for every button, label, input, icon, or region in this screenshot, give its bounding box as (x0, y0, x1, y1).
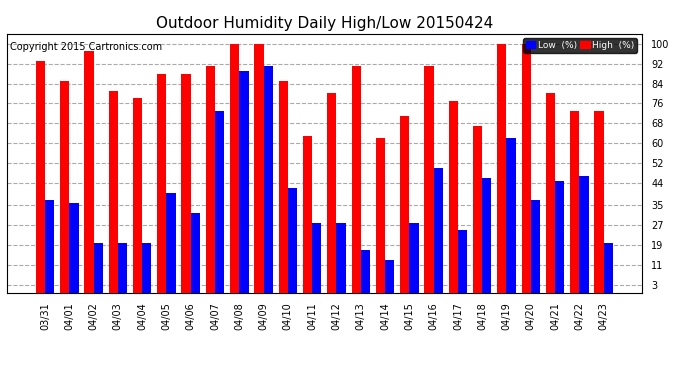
Bar (506, 138, 515, 292)
Bar (361, 250, 370, 292)
Bar (424, 66, 433, 292)
Bar (570, 111, 580, 292)
Bar (497, 44, 506, 292)
Bar (255, 44, 264, 292)
Bar (157, 74, 166, 292)
Bar (108, 91, 118, 292)
Bar (351, 66, 361, 292)
Bar (458, 230, 467, 292)
Bar (482, 178, 491, 292)
Bar (215, 111, 224, 292)
Bar (555, 180, 564, 292)
Bar (133, 99, 142, 292)
Bar (288, 188, 297, 292)
Bar (206, 66, 215, 292)
Bar (327, 93, 337, 292)
Bar (94, 243, 103, 292)
Bar (312, 223, 322, 292)
Bar (531, 201, 540, 292)
Bar (522, 44, 531, 292)
Legend: Low  (%), High  (%): Low (%), High (%) (523, 38, 637, 53)
Bar (580, 176, 589, 292)
Text: Copyright 2015 Cartronics.com: Copyright 2015 Cartronics.com (10, 42, 162, 51)
Bar (376, 138, 385, 292)
Bar (448, 101, 458, 292)
Bar (279, 81, 288, 292)
Bar (433, 168, 443, 292)
Bar (264, 66, 273, 292)
Bar (181, 74, 190, 292)
Bar (230, 44, 239, 292)
Bar (166, 193, 176, 292)
Bar (409, 223, 419, 292)
Bar (190, 213, 200, 292)
Bar (118, 243, 127, 292)
Bar (400, 116, 409, 292)
Title: Outdoor Humidity Daily High/Low 20150424: Outdoor Humidity Daily High/Low 20150424 (156, 16, 493, 31)
Bar (604, 243, 613, 292)
Bar (594, 111, 604, 292)
Bar (84, 51, 94, 292)
Bar (385, 260, 394, 292)
Bar (45, 201, 55, 292)
Bar (546, 93, 555, 292)
Bar (303, 136, 312, 292)
Bar (239, 71, 248, 292)
Bar (69, 203, 79, 292)
Bar (473, 126, 482, 292)
Bar (142, 243, 151, 292)
Bar (60, 81, 69, 292)
Bar (36, 61, 45, 292)
Bar (337, 223, 346, 292)
